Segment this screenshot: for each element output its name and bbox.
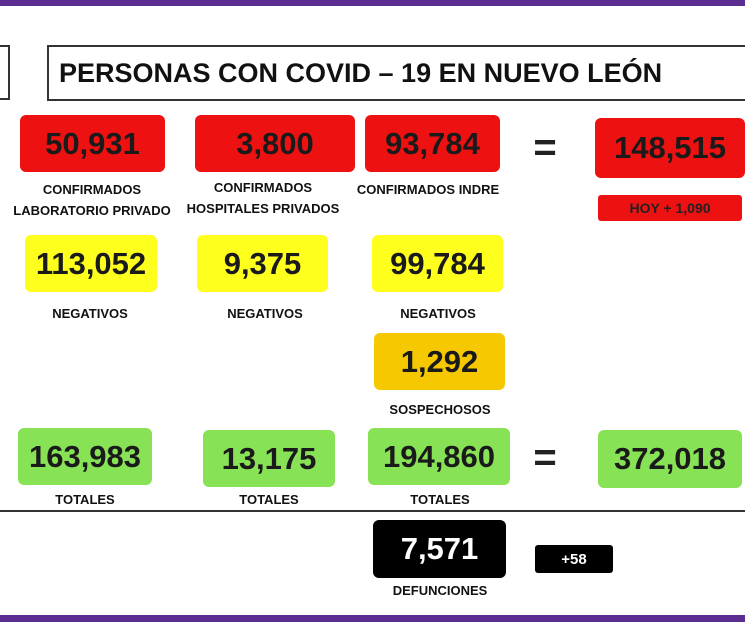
label: CONFIRMADOS INDRE — [356, 182, 500, 197]
value-box: 1,292 — [374, 333, 505, 390]
equals: = — [533, 125, 557, 170]
value-box: 93,784 — [365, 115, 500, 172]
value-box: 50,931 — [20, 115, 165, 172]
total-box: 148,515 — [595, 118, 745, 178]
label: TOTALES — [239, 492, 299, 507]
label: HOSPITALES PRIVADOS — [186, 201, 340, 216]
value-box: 113,052 — [25, 235, 157, 292]
label: NEGATIVOS — [52, 306, 128, 321]
label: SOSPECHOSOS — [389, 402, 491, 417]
label: DEFUNCIONES — [392, 583, 488, 598]
label: NEGATIVOS — [227, 306, 303, 321]
value-box: 163,983 — [18, 428, 152, 485]
value-box: 7,571 — [373, 520, 506, 578]
label: NEGATIVOS — [400, 306, 476, 321]
label: CONFIRMADOS — [213, 180, 313, 195]
top-band — [0, 0, 745, 6]
today-box: HOY + 1,090 — [598, 195, 742, 221]
title: PERSONAS CON COVID – 19 EN NUEVO LEÓN — [47, 45, 745, 101]
label: CONFIRMADOS — [42, 182, 142, 197]
value-box: 99,784 — [372, 235, 503, 292]
equals: = — [533, 435, 557, 480]
bottom-band — [0, 615, 745, 622]
total-box: 372,018 — [598, 430, 742, 488]
side-box — [0, 45, 10, 100]
value-box: 9,375 — [197, 235, 328, 292]
label: TOTALES — [410, 492, 470, 507]
value-box: 13,175 — [203, 430, 335, 487]
value-box: 194,860 — [368, 428, 510, 485]
label: TOTALES — [55, 492, 115, 507]
label: LABORATORIO PRIVADO — [13, 203, 171, 218]
divider — [0, 510, 745, 512]
today-box: +58 — [535, 545, 613, 573]
value-box: 3,800 — [195, 115, 355, 172]
